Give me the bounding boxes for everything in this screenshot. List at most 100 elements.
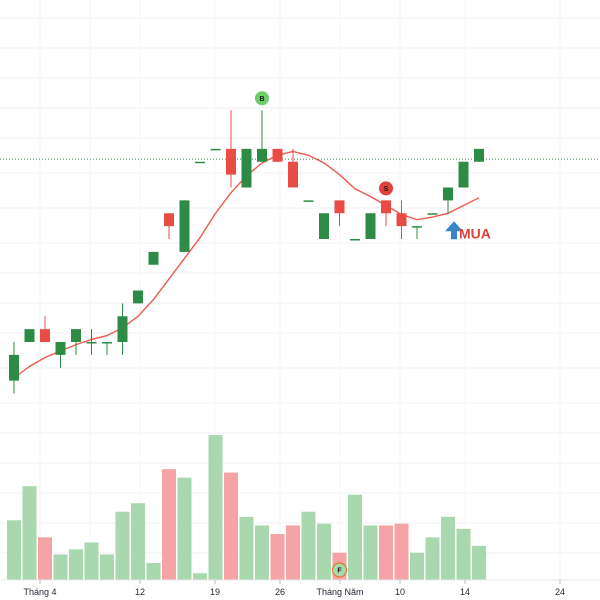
candle-body <box>350 239 360 241</box>
volume-bar <box>239 516 254 580</box>
candle-body <box>474 148 484 162</box>
signal-badge: F <box>331 562 348 578</box>
candle-layer <box>9 110 484 394</box>
signal-badge-circle <box>331 562 348 578</box>
candle <box>241 148 252 188</box>
candle-body <box>226 148 236 175</box>
candle-body <box>443 187 453 201</box>
candle-body <box>195 161 205 164</box>
buy-marker: MUA <box>445 221 491 241</box>
candle-body <box>458 161 469 188</box>
volume-bar <box>379 525 393 580</box>
x-tick-label: 24 <box>555 587 565 597</box>
volume-bar <box>255 525 269 580</box>
candle <box>412 226 422 239</box>
candle-body <box>303 200 314 202</box>
candle <box>303 200 314 202</box>
candle-body <box>396 213 407 227</box>
candle <box>9 342 19 394</box>
volume-bar <box>363 525 378 580</box>
candle <box>334 200 345 227</box>
candle-body <box>148 251 159 265</box>
candle-body <box>71 329 81 342</box>
volume-bar <box>7 520 21 580</box>
candle <box>226 110 236 188</box>
candle-body <box>381 200 391 214</box>
x-tick-label: 14 <box>460 587 470 597</box>
candle-body <box>412 226 422 228</box>
candle <box>319 213 329 239</box>
candle <box>164 213 174 239</box>
candle <box>443 187 453 214</box>
signal-badge-label: F <box>337 568 342 575</box>
volume-bar <box>270 533 285 580</box>
candle-body <box>272 148 283 162</box>
volume-bar <box>100 554 114 580</box>
volume-bar <box>131 503 145 580</box>
candle-body <box>164 213 174 227</box>
candle-body <box>365 213 376 239</box>
volume-bar <box>177 477 192 580</box>
candle-body <box>257 148 267 162</box>
signal-badge-label: B <box>259 96 264 103</box>
candle <box>381 200 391 227</box>
signal-badge-label: S <box>384 186 389 193</box>
volume-bar <box>286 525 300 580</box>
volume-bar <box>69 549 83 580</box>
candle <box>272 148 283 162</box>
candle <box>148 251 159 265</box>
candle <box>257 110 267 162</box>
grid-layer <box>0 17 600 554</box>
candle-body <box>319 213 329 239</box>
candle <box>458 161 469 188</box>
x-tick-label: Tháng Năm <box>316 587 363 597</box>
buy-arrow-icon <box>445 221 463 240</box>
volume-bar <box>301 511 316 580</box>
volume-bar <box>410 552 424 580</box>
volume-bar <box>348 494 362 580</box>
candle <box>117 303 128 355</box>
volume-bar <box>425 537 440 580</box>
volume-bar <box>208 435 223 580</box>
x-tick-label: 12 <box>135 587 145 597</box>
candle-body <box>334 200 345 214</box>
volume-bar <box>38 537 52 580</box>
volume-bar <box>84 542 99 580</box>
candle <box>24 329 35 342</box>
volume-bar <box>115 511 130 580</box>
candle <box>40 316 50 342</box>
candle <box>133 290 143 304</box>
candle-body <box>179 200 190 252</box>
candle <box>86 329 97 355</box>
signal-layer: B S F MUA <box>255 91 491 578</box>
candle-body <box>24 329 35 342</box>
volume-bar <box>472 545 486 580</box>
candle-body <box>427 213 438 215</box>
candle <box>365 213 376 239</box>
candle <box>102 342 112 355</box>
candle-body <box>210 148 221 151</box>
candle-body <box>133 290 143 304</box>
volume-bar <box>317 523 331 580</box>
candle <box>350 239 360 241</box>
candle-body <box>55 342 66 355</box>
candle-body <box>288 161 298 188</box>
candle <box>210 148 221 151</box>
candle-body <box>241 148 252 188</box>
x-tick-label: 19 <box>210 587 220 597</box>
volume-bar <box>193 573 207 580</box>
candle-body <box>9 354 19 381</box>
x-axis: Tháng 4 12 19 26 Tháng Năm 10 14 24 <box>0 579 600 597</box>
volume-layer <box>7 435 486 580</box>
candle-body <box>102 342 112 344</box>
candle <box>195 161 205 164</box>
x-tick-label: 10 <box>395 587 405 597</box>
candle <box>288 148 298 188</box>
volume-bar <box>22 486 37 580</box>
candle <box>474 148 484 162</box>
signal-badge: B <box>255 91 269 106</box>
volume-bar <box>394 523 409 580</box>
candle <box>55 342 66 368</box>
